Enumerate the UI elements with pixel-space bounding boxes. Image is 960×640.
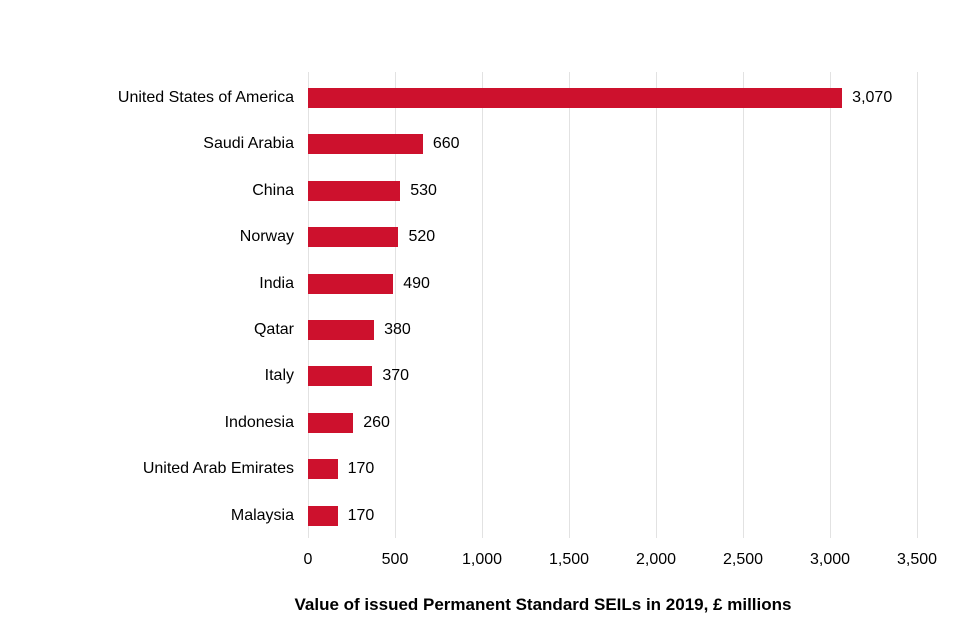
value-label: 3,070	[852, 89, 893, 106]
bar-united-arab-emirates	[308, 459, 338, 480]
value-label: 170	[347, 460, 375, 478]
value-label: 260	[363, 413, 390, 431]
bar-china	[308, 180, 401, 201]
category-label: Malaysia	[230, 506, 294, 524]
value-label: 490	[403, 274, 430, 292]
x-tick-label: 2,000	[635, 551, 677, 568]
category-label: United States of America	[117, 89, 294, 106]
bar-qatar	[308, 320, 375, 340]
bar-saudi-arabia	[308, 134, 423, 155]
gridline	[395, 72, 396, 538]
x-tick-label: 3,500	[896, 551, 938, 568]
gridline	[917, 72, 918, 538]
bar-indonesia	[308, 412, 354, 433]
bar-italy	[308, 366, 373, 387]
x-axis-title: Value of issued Permanent Standard SEILs…	[294, 595, 792, 614]
value-label: 520	[408, 228, 436, 246]
category-label: Saudi Arabia	[203, 135, 294, 153]
bar-malaysia	[308, 505, 338, 526]
value-label: 380	[384, 321, 411, 338]
x-tick-label: 2,500	[722, 551, 764, 568]
bar-norway	[308, 227, 399, 248]
x-tick-label: 500	[381, 551, 409, 568]
category-label: United Arab Emirates	[142, 460, 294, 478]
value-label: 660	[432, 135, 460, 153]
bar-united-states-of-america	[308, 88, 843, 108]
gridline	[743, 72, 744, 538]
x-tick-label: 1,500	[548, 551, 590, 568]
plot-area: 3,070 660 530 520 490 380 370 260 170 170	[308, 72, 918, 538]
gridline	[830, 72, 831, 538]
value-label: 170	[347, 506, 375, 524]
category-label: Qatar	[253, 321, 294, 338]
gridline	[569, 72, 570, 538]
category-label: Indonesia	[224, 413, 294, 431]
gridline	[308, 72, 309, 538]
x-tick-label: 3,000	[809, 551, 851, 568]
category-label: Italy	[264, 367, 294, 385]
category-label: Norway	[239, 228, 294, 246]
category-label: China	[252, 181, 294, 199]
bar-india	[308, 273, 394, 294]
x-tick-label: 1,000	[461, 551, 503, 568]
gridline	[656, 72, 657, 538]
value-label: 370	[382, 367, 410, 385]
value-label: 530	[410, 181, 437, 199]
x-tick-label: 0	[303, 551, 313, 568]
category-label: India	[259, 274, 294, 292]
gridline	[482, 72, 483, 538]
